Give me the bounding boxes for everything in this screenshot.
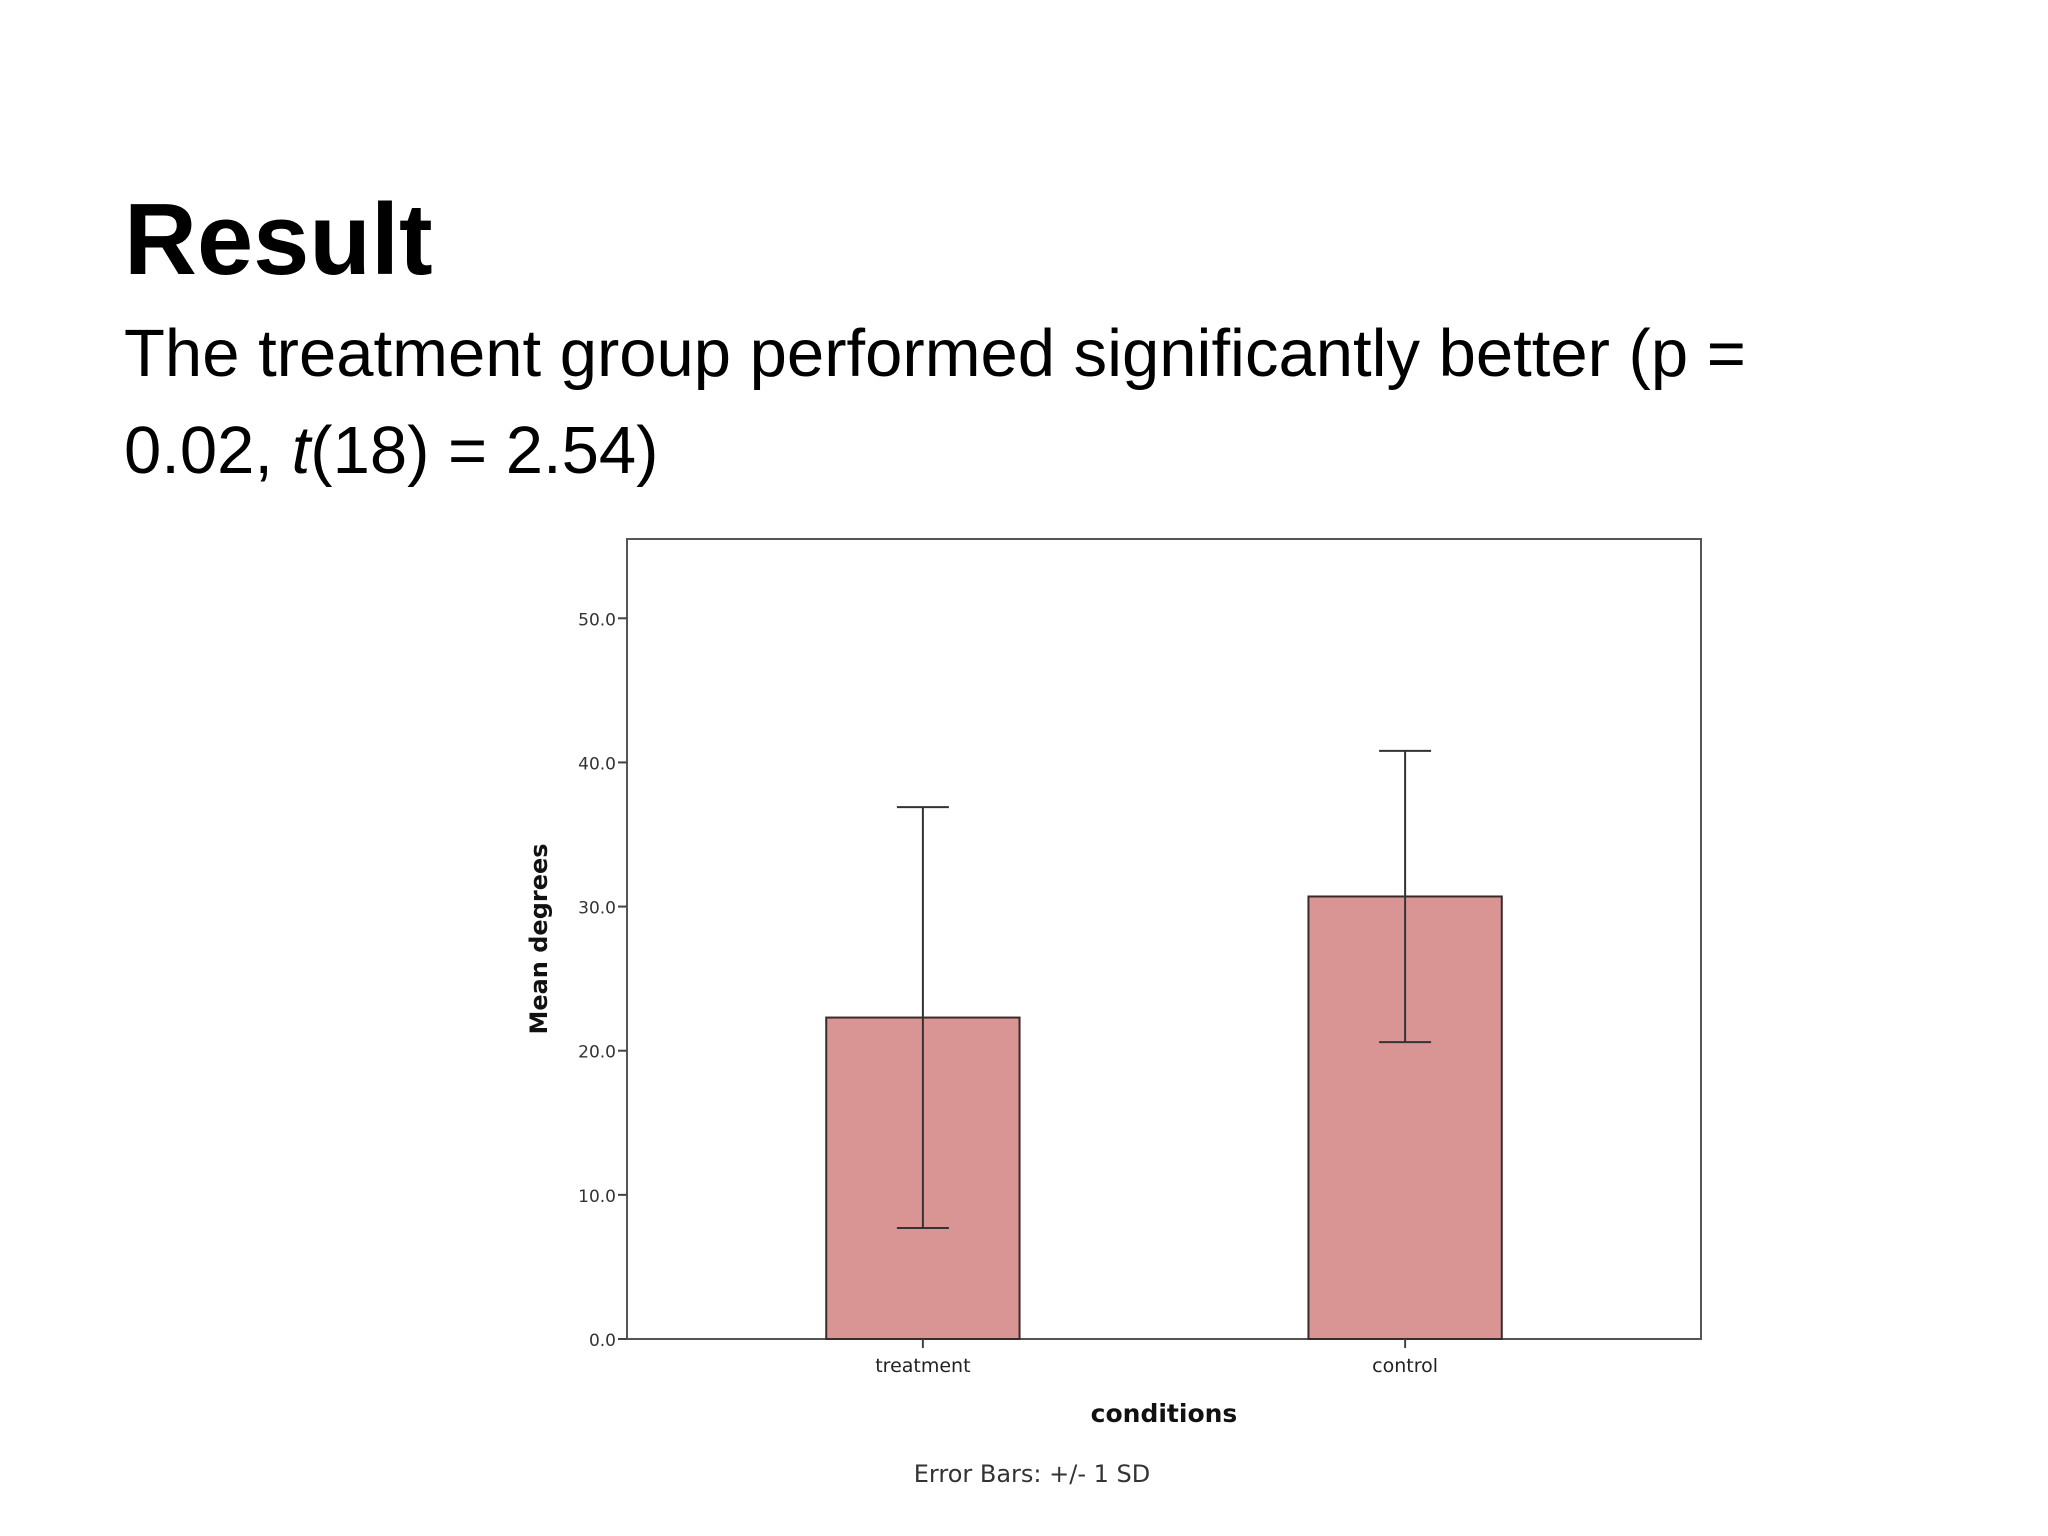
error-bars: [896, 749, 1432, 1230]
y-tick-label: 40.0: [578, 754, 616, 774]
slide-body-text: The treatment group performed significan…: [124, 305, 1904, 499]
bars: [825, 895, 1503, 1340]
result-text-part-2: (18) = 2.54): [310, 413, 659, 488]
y-axis-label: Mean degrees: [525, 843, 553, 1034]
x-tick-label: control: [1372, 1355, 1438, 1377]
x-axis-label: conditions: [1091, 1399, 1238, 1428]
y-tick-label: 30.0: [578, 899, 616, 919]
t-statistic-symbol: t: [291, 413, 311, 488]
slide-title: Result: [124, 184, 433, 296]
y-tick-label: 50.0: [578, 610, 616, 630]
result-text-part-1: The treatment group performed significan…: [124, 316, 1746, 488]
plot-frame: [626, 538, 1702, 1340]
x-axis: treatment control: [875, 1339, 1438, 1377]
y-tick-label: 10.0: [578, 1187, 616, 1207]
error-bars-footnote: Error Bars: +/- 1 SD: [914, 1460, 1150, 1488]
y-tick-label: 20.0: [578, 1043, 616, 1063]
x-tick-label: treatment: [875, 1355, 970, 1377]
y-tick-label: 0.0: [589, 1331, 616, 1351]
y-axis: 0.0 10.0 20.0 30.0 40.0 50.0: [578, 610, 627, 1351]
